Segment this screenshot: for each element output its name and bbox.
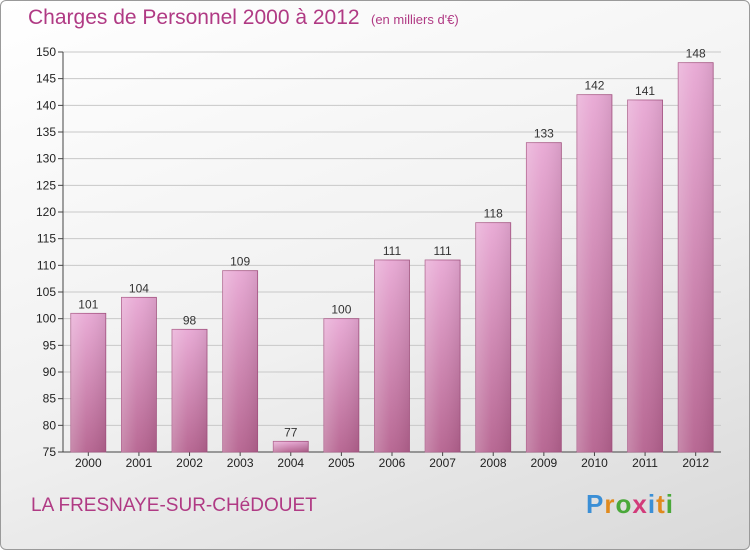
data-label: 109 xyxy=(230,255,250,269)
x-tick-label: 2005 xyxy=(328,456,355,470)
data-label: 104 xyxy=(129,281,149,295)
bar-sheen-2004 xyxy=(273,441,309,452)
y-tick-label: 90 xyxy=(43,365,57,379)
bar-sheen-2011 xyxy=(627,100,663,452)
y-tick-label: 150 xyxy=(36,45,56,59)
logo-letter: i xyxy=(665,489,674,519)
chart-subtitle: (en milliers d'€) xyxy=(371,12,459,27)
x-tick-label: 2009 xyxy=(530,456,557,470)
y-tick-label: 135 xyxy=(36,125,56,139)
x-tick-label: 2007 xyxy=(429,456,456,470)
x-tick-label: 2001 xyxy=(126,456,153,470)
logo-letter: r xyxy=(604,489,616,519)
data-label: 111 xyxy=(383,244,402,258)
bar-sheen-2007 xyxy=(425,260,461,452)
x-tick-label: 2004 xyxy=(277,456,304,470)
logo-letter: o xyxy=(615,489,633,519)
y-tick-label: 95 xyxy=(43,338,57,352)
commune-name: LA FRESNAYE-SUR-CHéDOUET xyxy=(31,495,317,516)
data-label: 133 xyxy=(534,127,554,141)
x-tick-label: 2006 xyxy=(379,456,406,470)
axes: 75 80 85 90 95 100 105 110 115 120 125 130 135 140 145… xyxy=(36,45,721,470)
bar-sheen-2000 xyxy=(70,313,106,452)
bar-sheen-2008 xyxy=(475,222,511,452)
x-tick-label: 2000 xyxy=(75,456,102,470)
logo-letter: x xyxy=(632,489,648,519)
x-tick-label: 2012 xyxy=(682,456,709,470)
bar-sheen-2001 xyxy=(121,297,157,452)
x-tick-label: 2002 xyxy=(176,456,203,470)
bar-sheen-2002 xyxy=(172,329,208,452)
y-tick-label: 85 xyxy=(43,392,57,406)
bar-sheen-2010 xyxy=(576,94,612,453)
bar-sheen-2009 xyxy=(526,142,562,452)
logo-letter: P xyxy=(586,489,605,519)
y-tick-label: 130 xyxy=(36,152,56,166)
data-label: 141 xyxy=(635,84,655,98)
y-tick-label: 75 xyxy=(43,445,57,459)
bars xyxy=(70,62,714,453)
bar-sheen-2006 xyxy=(374,260,410,452)
proxiti-logo[interactable]: Proxiti xyxy=(586,489,674,520)
logo-letter: t xyxy=(656,489,666,519)
y-tick-label: 115 xyxy=(37,232,56,246)
bar-sheen-2012 xyxy=(678,62,714,453)
y-tick-label: 145 xyxy=(36,72,56,86)
data-label: 77 xyxy=(284,425,298,439)
data-label: 142 xyxy=(584,79,604,93)
logo-letter: i xyxy=(647,489,657,519)
data-label: 100 xyxy=(331,303,351,317)
y-tick-label: 110 xyxy=(37,258,56,272)
y-tick-label: 80 xyxy=(43,418,57,432)
data-label: 118 xyxy=(484,207,503,221)
data-label: 148 xyxy=(686,47,706,61)
data-label: 111 xyxy=(433,244,452,258)
data-labels: 101 104 98 109 77 100 111 111 118 133 142 141 148 xyxy=(78,47,706,440)
y-tick-label: 100 xyxy=(36,312,56,326)
x-tick-label: 2011 xyxy=(632,456,658,470)
y-tick-label: 140 xyxy=(36,98,56,112)
y-tick-label: 120 xyxy=(36,205,56,219)
y-tick-label: 125 xyxy=(36,178,56,192)
data-label: 101 xyxy=(78,297,98,311)
bar-sheen-2005 xyxy=(323,318,359,452)
y-tick-label: 105 xyxy=(36,285,56,299)
x-tick-label: 2010 xyxy=(581,456,608,470)
bar-sheen-2003 xyxy=(222,270,258,452)
chart-title: Charges de Personnel 2000 à 2012 xyxy=(28,6,360,29)
x-tick-label: 2008 xyxy=(480,456,507,470)
data-label: 98 xyxy=(183,313,197,327)
x-tick-label: 2003 xyxy=(227,456,254,470)
